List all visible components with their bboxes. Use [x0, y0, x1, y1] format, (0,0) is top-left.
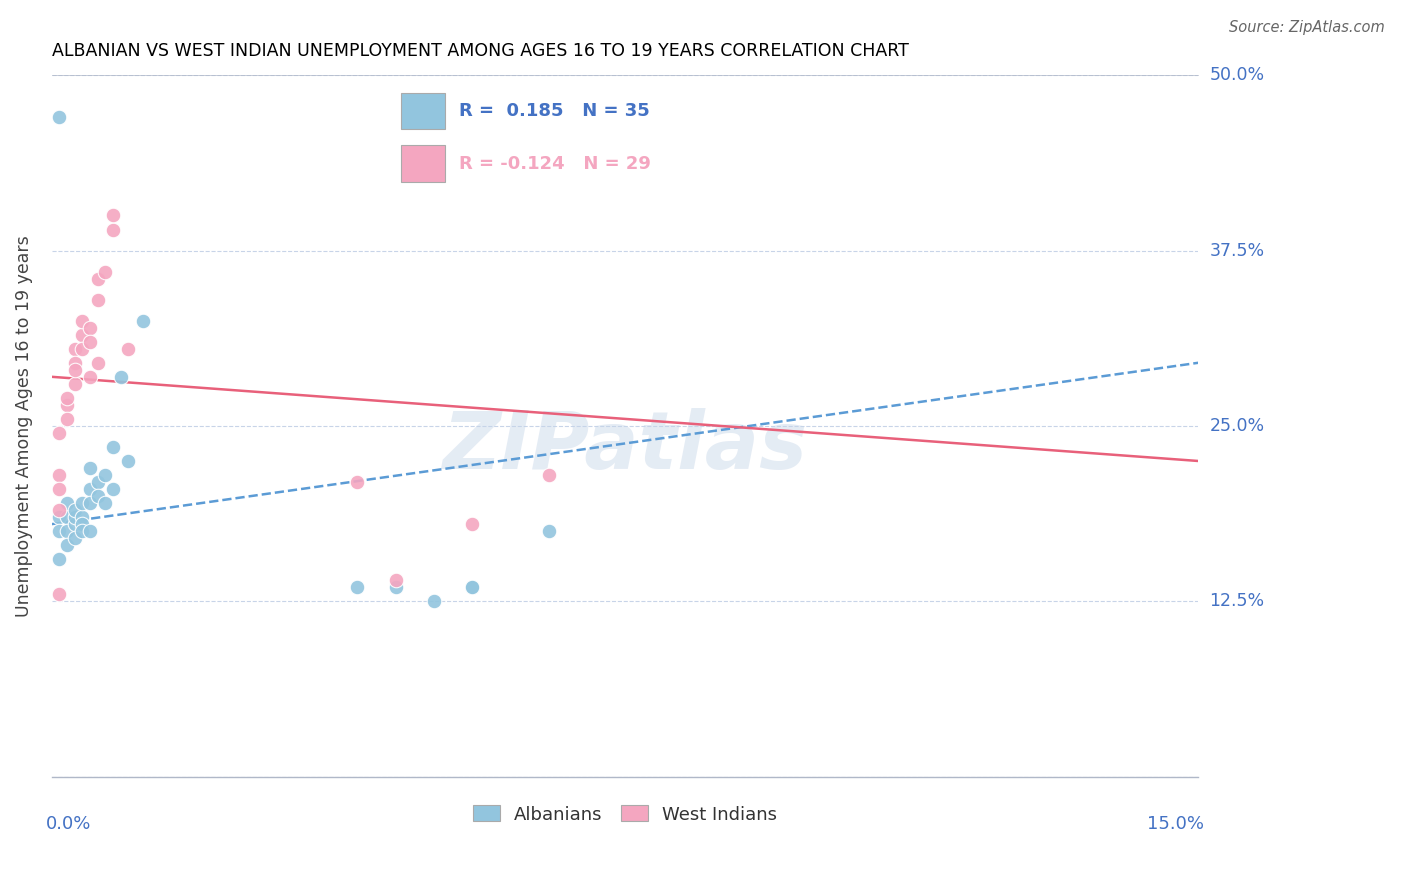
- Point: [48, 482, 70, 496]
- Point: [79, 369, 101, 384]
- Point: [72, 314, 94, 328]
- Point: [79, 334, 101, 349]
- FancyBboxPatch shape: [402, 145, 444, 182]
- Point: [79, 524, 101, 538]
- Point: [101, 209, 124, 223]
- Point: [48, 503, 70, 517]
- Point: [72, 327, 94, 342]
- Point: [48, 425, 70, 440]
- Point: [56, 524, 79, 538]
- Point: [48, 524, 70, 538]
- Point: [461, 580, 484, 594]
- Point: [461, 517, 484, 532]
- Point: [86, 356, 108, 370]
- Point: [423, 594, 446, 608]
- Point: [384, 580, 406, 594]
- Point: [63, 356, 86, 370]
- Point: [132, 314, 155, 328]
- Point: [63, 517, 86, 532]
- Point: [63, 503, 86, 517]
- Point: [63, 363, 86, 377]
- Point: [72, 496, 94, 510]
- Point: [537, 524, 560, 538]
- Point: [56, 510, 79, 524]
- Point: [346, 475, 368, 489]
- Legend: Albanians, West Indians: Albanians, West Indians: [465, 798, 785, 830]
- Point: [94, 468, 117, 483]
- Point: [346, 580, 368, 594]
- Point: [56, 538, 79, 552]
- Point: [117, 454, 139, 468]
- Point: [72, 510, 94, 524]
- Point: [63, 531, 86, 545]
- Point: [94, 264, 117, 278]
- Point: [86, 475, 108, 489]
- Point: [48, 110, 70, 124]
- Text: 12.5%: 12.5%: [1209, 592, 1264, 610]
- Point: [86, 271, 108, 285]
- Point: [48, 510, 70, 524]
- Point: [110, 369, 132, 384]
- Point: [56, 391, 79, 405]
- Text: 15.0%: 15.0%: [1147, 815, 1204, 833]
- Point: [48, 552, 70, 566]
- Point: [48, 468, 70, 483]
- Text: 25.0%: 25.0%: [1209, 417, 1264, 435]
- Point: [86, 293, 108, 307]
- Point: [63, 510, 86, 524]
- Point: [79, 496, 101, 510]
- Point: [56, 496, 79, 510]
- Point: [101, 482, 124, 496]
- Text: R = -0.124   N = 29: R = -0.124 N = 29: [458, 154, 651, 172]
- Y-axis label: Unemployment Among Ages 16 to 19 years: Unemployment Among Ages 16 to 19 years: [15, 235, 32, 616]
- Point: [101, 440, 124, 454]
- Point: [63, 342, 86, 356]
- Point: [384, 573, 406, 587]
- Point: [72, 342, 94, 356]
- Point: [63, 376, 86, 391]
- Point: [101, 222, 124, 236]
- Point: [117, 342, 139, 356]
- Text: 37.5%: 37.5%: [1209, 242, 1264, 260]
- Text: Source: ZipAtlas.com: Source: ZipAtlas.com: [1229, 20, 1385, 35]
- Point: [72, 524, 94, 538]
- Text: ZIPatlas: ZIPatlas: [443, 408, 807, 486]
- Text: 0.0%: 0.0%: [46, 815, 91, 833]
- FancyBboxPatch shape: [402, 93, 444, 129]
- Text: ALBANIAN VS WEST INDIAN UNEMPLOYMENT AMONG AGES 16 TO 19 YEARS CORRELATION CHART: ALBANIAN VS WEST INDIAN UNEMPLOYMENT AMO…: [52, 42, 908, 60]
- Point: [56, 398, 79, 412]
- Point: [79, 320, 101, 334]
- Point: [94, 496, 117, 510]
- Point: [79, 482, 101, 496]
- Point: [461, 580, 484, 594]
- Text: 50.0%: 50.0%: [1209, 66, 1264, 84]
- Point: [56, 412, 79, 426]
- Point: [48, 587, 70, 601]
- Point: [86, 489, 108, 503]
- Point: [72, 517, 94, 532]
- Point: [537, 468, 560, 483]
- Point: [79, 461, 101, 475]
- Text: R =  0.185   N = 35: R = 0.185 N = 35: [458, 102, 650, 120]
